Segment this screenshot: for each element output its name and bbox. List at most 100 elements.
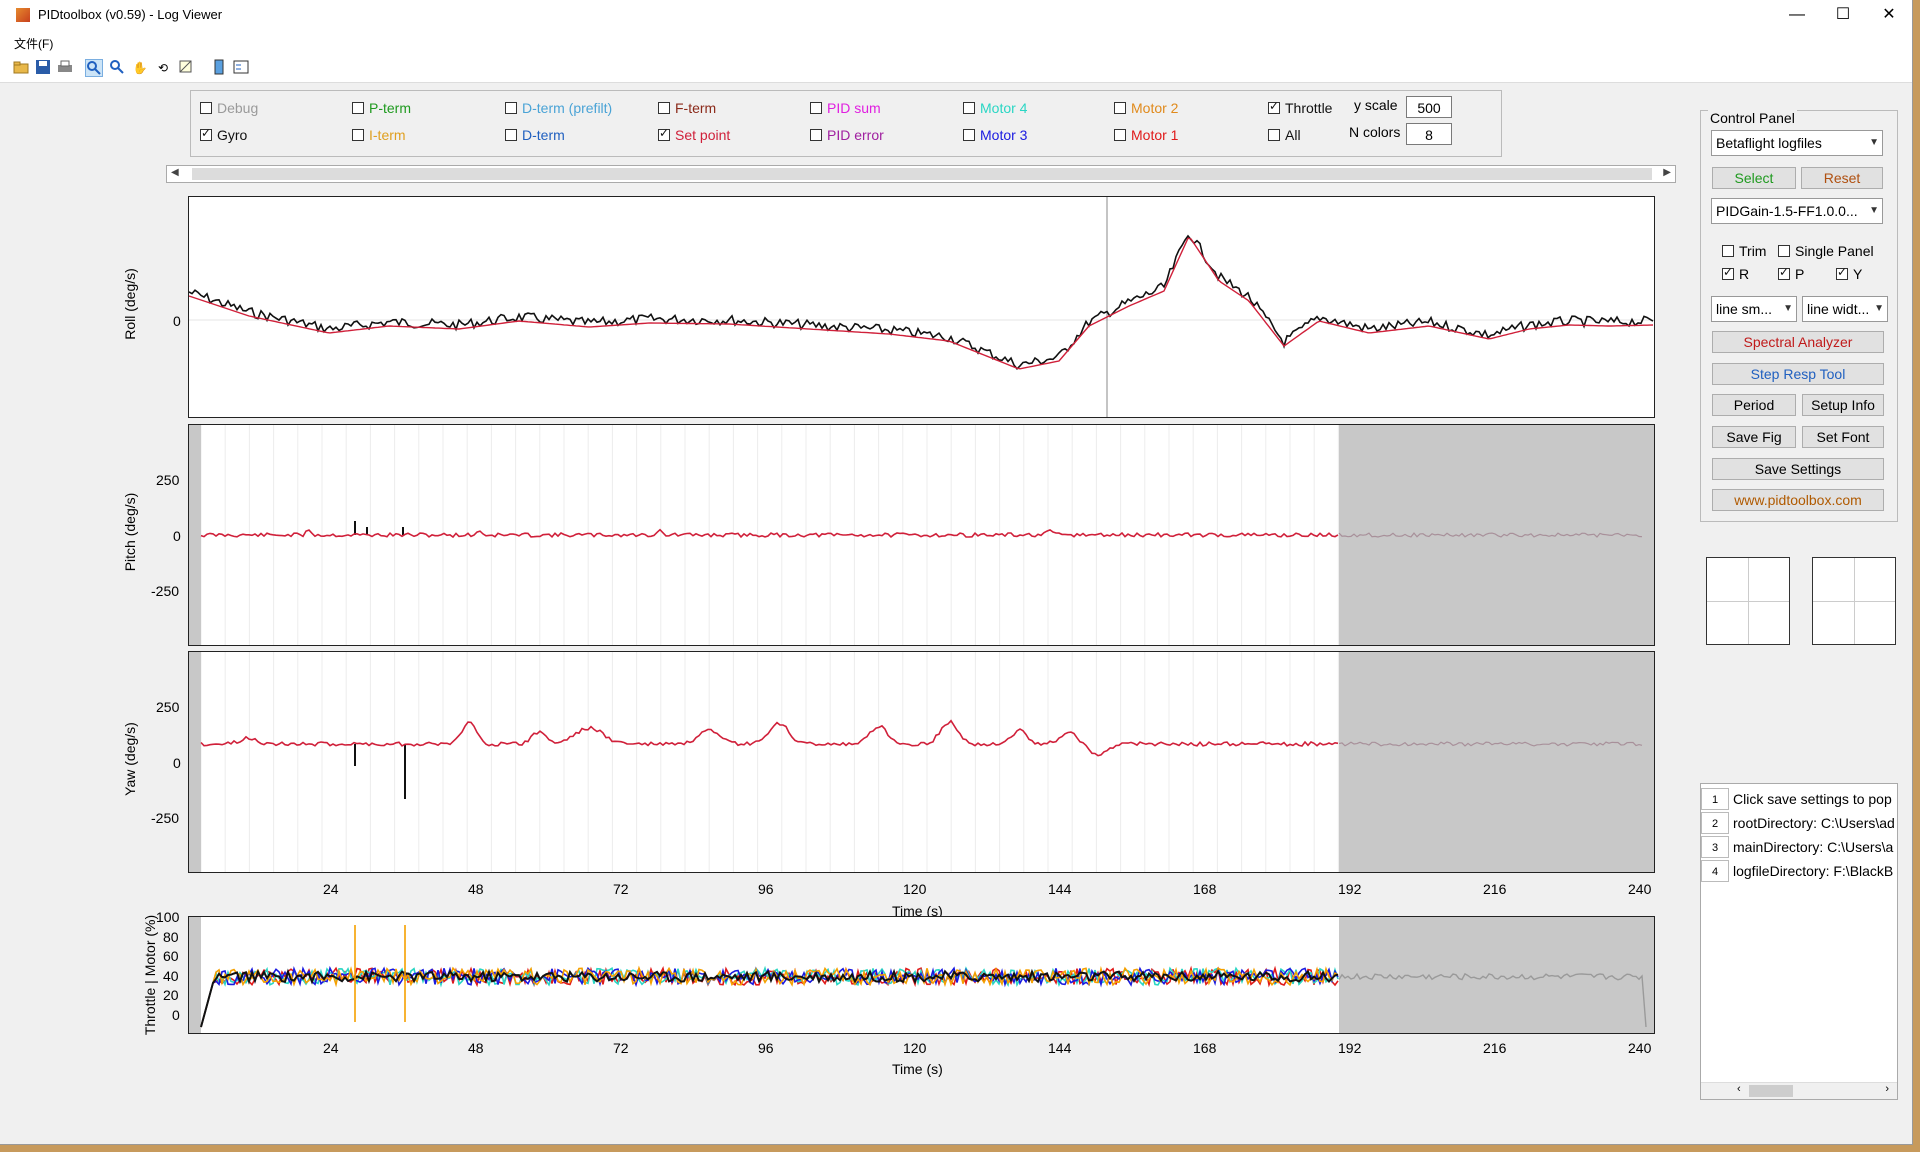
log-type-dropdown[interactable]: Betaflight logfiles ▼	[1711, 130, 1883, 156]
rotate-icon[interactable]: ⟲	[157, 61, 169, 75]
scroll-left-icon[interactable]: ◀	[171, 167, 179, 178]
step-resp-tool-button[interactable]: Step Resp Tool	[1712, 363, 1884, 385]
excluded-region-left	[189, 652, 201, 872]
checkbox-box	[658, 102, 670, 114]
settings-table[interactable]: 1 Click save settings to pop 2 rootDirector…	[1700, 783, 1898, 1100]
toggle-motor-3[interactable]: Motor 3	[963, 127, 1027, 143]
open-folder-icon[interactable]	[12, 59, 30, 77]
checkbox-box	[1778, 245, 1790, 257]
set-font-button[interactable]: Set Font	[1802, 426, 1884, 448]
toggle-label: PID sum	[827, 100, 881, 116]
toggle-debug[interactable]: Debug	[200, 100, 258, 116]
toggle-throttle[interactable]: Throttle	[1268, 99, 1332, 116]
maximize-button[interactable]: ☐	[1835, 6, 1851, 23]
toggle-all[interactable]: All	[1268, 127, 1301, 143]
table-scroll-thumb[interactable]	[1749, 1085, 1793, 1097]
toggle-set-point[interactable]: Set point	[658, 126, 730, 143]
yaw-axes[interactable]	[188, 651, 1655, 873]
time-scrollbar[interactable]: ◀ ▶	[166, 165, 1676, 183]
period-button[interactable]: Period	[1712, 394, 1796, 416]
table-hscrollbar[interactable]: ‹ ›	[1701, 1082, 1897, 1099]
xtick-label: 72	[613, 1040, 629, 1056]
xtick-label: 240	[1628, 1040, 1652, 1056]
spectral-analyzer-button[interactable]: Spectral Analyzer	[1712, 331, 1884, 353]
checkbox-box	[1114, 102, 1126, 114]
table-row[interactable]: 2 rootDirectory: C:\Users\ad	[1701, 812, 1897, 836]
table-row[interactable]: 1 Click save settings to pop	[1701, 788, 1897, 812]
xtick-label: 120	[903, 881, 927, 897]
pitch-axes[interactable]	[188, 424, 1655, 646]
control-panel	[1700, 110, 1898, 522]
scroll-right-icon[interactable]: ▶	[1663, 167, 1671, 178]
toggle-pid-sum[interactable]: PID sum	[810, 100, 881, 116]
toggle-label: I-term	[369, 127, 406, 143]
toggle-label: Motor 1	[1131, 127, 1179, 143]
chevron-down-icon: ▼	[1869, 137, 1879, 148]
toggle-d-term[interactable]: D-term	[505, 127, 565, 143]
pitch-plot	[189, 425, 1654, 645]
toggle-i-term[interactable]: I-term	[352, 127, 406, 143]
menu-file[interactable]: 文件(F)	[14, 37, 54, 51]
file-dropdown[interactable]: PIDGain-1.5-FF1.0.0... ▼	[1711, 198, 1883, 224]
data-cursor-icon[interactable]	[177, 59, 195, 77]
line-width-dropdown[interactable]: line widt... ▼	[1802, 296, 1888, 322]
r-checkbox[interactable]: R	[1722, 265, 1749, 282]
motor-ytick: 20	[163, 987, 179, 1004]
colorbar-icon[interactable]	[210, 59, 228, 77]
table-row[interactable]: 3 mainDirectory: C:\Users\a	[1701, 836, 1897, 860]
print-icon[interactable]	[56, 59, 74, 77]
xtick-label: 240	[1628, 881, 1652, 897]
row-index: 3	[1701, 836, 1729, 858]
pan-icon[interactable]: ✋	[132, 61, 148, 75]
row-index: 4	[1701, 860, 1729, 882]
toggle-gyro[interactable]: Gyro	[200, 126, 247, 143]
save-icon[interactable]	[34, 59, 52, 77]
toggle-motor-1[interactable]: Motor 1	[1114, 127, 1178, 143]
yaw-ylabel: Yaw (deg/s)	[122, 722, 138, 796]
checkbox-box	[505, 102, 517, 114]
y-checkbox[interactable]: Y	[1836, 265, 1862, 282]
scroll-right-icon[interactable]: ›	[1885, 1083, 1889, 1095]
line-smooth-dropdown[interactable]: line sm... ▼	[1711, 296, 1797, 322]
toggle-motor-2[interactable]: Motor 2	[1114, 100, 1178, 116]
motor-trace	[200, 968, 1339, 1028]
p-checkbox[interactable]: P	[1778, 265, 1804, 282]
log-type-value: Betaflight logfiles	[1716, 135, 1822, 151]
toggle-p-term[interactable]: P-term	[352, 100, 411, 116]
trim-checkbox[interactable]: Trim	[1722, 243, 1766, 259]
minimize-button[interactable]: —	[1789, 6, 1805, 23]
save-settings-button[interactable]: Save Settings	[1712, 458, 1884, 480]
single-panel-checkbox[interactable]: Single Panel	[1778, 243, 1874, 259]
checkbox-box	[1722, 245, 1734, 257]
scroll-thumb[interactable]	[192, 168, 1652, 180]
legend-icon[interactable]	[232, 59, 250, 77]
roll-ylabel: Roll (deg/s)	[122, 268, 138, 340]
save-fig-button[interactable]: Save Fig	[1712, 426, 1796, 448]
roll-axes[interactable]	[188, 196, 1655, 418]
y-scale-input[interactable]: 500	[1406, 96, 1452, 118]
motor-axes[interactable]	[188, 916, 1655, 1034]
set-font-label: Set Font	[1816, 429, 1870, 445]
trace-inactive	[1338, 532, 1643, 538]
website-button[interactable]: www.pidtoolbox.com	[1712, 489, 1884, 511]
spectral-analyzer-label: Spectral Analyzer	[1743, 334, 1853, 350]
xtick-label: 48	[468, 881, 484, 897]
chevron-down-icon: ▼	[1869, 205, 1879, 216]
zoom-out-icon[interactable]	[108, 59, 126, 77]
table-row[interactable]: 4 logfileDirectory: F:\BlackB	[1701, 860, 1897, 884]
zoom-in-icon[interactable]	[85, 59, 103, 77]
toggle-d-term-prefilt[interactable]: D-term (prefilt)	[505, 100, 612, 116]
n-colors-input[interactable]: 8	[1406, 123, 1452, 145]
n-colors-label: N colors	[1349, 124, 1401, 140]
close-button[interactable]: ✕	[1882, 6, 1896, 23]
file-value: PIDGain-1.5-FF1.0.0...	[1716, 203, 1858, 219]
select-button[interactable]: Select	[1712, 167, 1796, 189]
toggle-pid-error[interactable]: PID error	[810, 127, 884, 143]
toggle-motor-4[interactable]: Motor 4	[963, 100, 1027, 116]
toggle-f-term[interactable]: F-term	[658, 100, 716, 116]
xtick-label: 144	[1048, 881, 1072, 897]
reset-button[interactable]: Reset	[1801, 167, 1883, 189]
scroll-left-icon[interactable]: ‹	[1737, 1083, 1741, 1095]
setup-info-button[interactable]: Setup Info	[1802, 394, 1884, 416]
